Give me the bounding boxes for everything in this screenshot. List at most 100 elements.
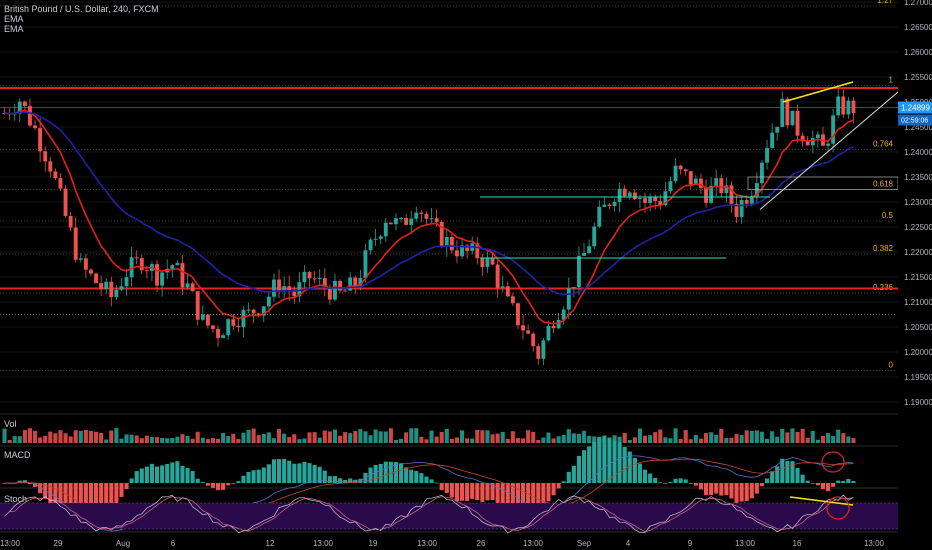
volume-bar: [704, 433, 709, 443]
candle-body: [373, 238, 378, 240]
volume-bar: [144, 435, 149, 443]
time-axis[interactable]: 13:00 29 Aug 6 12 13:00 19 13:00 26 13:00 Sep 4 9 13:…: [0, 539, 885, 548]
candle-body: [536, 346, 541, 359]
price-axis[interactable]: 1.270001.265001.260001.255001.250001.245…: [898, 0, 932, 550]
volume-bar: [307, 432, 312, 443]
stoch-highlight-circle: [826, 496, 850, 520]
macd-histogram-bar: [775, 466, 780, 483]
macd-histogram-bar: [495, 483, 500, 504]
macd-histogram-bar: [515, 483, 520, 512]
volume-bar: [302, 438, 307, 443]
macd-histogram-bar: [68, 483, 73, 519]
candle-body: [709, 185, 714, 203]
ema-indicator-2[interactable]: EMA: [4, 24, 24, 34]
volume-bar: [409, 428, 414, 443]
x-tick-label: 12: [266, 539, 275, 548]
macd-histogram-bar: [465, 483, 470, 501]
macd-histogram-bar: [531, 483, 536, 514]
candle-body: [704, 187, 708, 203]
candle-body: [185, 283, 190, 288]
candle-body: [322, 278, 327, 289]
volume-bar: [454, 437, 459, 443]
volume-bar: [683, 430, 688, 443]
volume-bar: [582, 430, 587, 443]
volume-bar: [22, 430, 27, 443]
macd-histogram-bar: [449, 483, 454, 498]
candle-body: [17, 101, 22, 114]
macd-histogram-bar: [754, 483, 759, 494]
candle-body: [658, 201, 663, 206]
macd-histogram-bar: [815, 483, 820, 486]
candle-body: [480, 258, 485, 268]
candle-body: [444, 236, 449, 247]
candle-body: [592, 226, 597, 247]
macd-histogram-bar: [332, 476, 337, 483]
volume-bar: [805, 437, 810, 443]
macd-histogram-bar: [490, 483, 495, 501]
volume-bar: [643, 435, 648, 443]
volume-bar: [216, 438, 221, 443]
x-tick-label: Aug: [116, 539, 130, 548]
volume-bar: [348, 433, 353, 443]
candle-body: [277, 279, 281, 291]
volume-bar: [205, 439, 210, 443]
macd-histogram-bar: [602, 435, 607, 483]
fib-label: 0.382: [873, 244, 894, 253]
x-tick-label: 9: [688, 539, 693, 548]
macd-histogram-bar: [622, 446, 627, 483]
current-price-text: 1.24899: [901, 104, 930, 113]
symbol-title[interactable]: British Pound / U.S. Dollar, 240, FXCM: [4, 4, 159, 14]
candle-body: [68, 215, 73, 228]
macd-histogram-bar: [643, 469, 648, 483]
macd-histogram-bar: [409, 469, 414, 483]
macd-histogram-bar: [200, 482, 205, 483]
volume-bar: [414, 428, 419, 443]
macd-histogram-bar: [521, 483, 526, 514]
volume-bar: [765, 438, 770, 443]
stoch-k-line: [4, 494, 854, 534]
stoch-label[interactable]: Stoch: [4, 494, 28, 504]
candle-body: [216, 328, 220, 339]
candle-body: [226, 319, 231, 336]
candle-body: [94, 273, 98, 284]
price-axis-bg: [898, 0, 932, 550]
y-tick-label: 1.22500: [904, 223, 932, 232]
candle-body: [114, 289, 119, 298]
candle-body: [673, 165, 678, 182]
ema-indicator-1[interactable]: EMA: [4, 14, 24, 24]
y-tick-label: 1.21500: [904, 273, 932, 282]
macd-histogram-bar: [841, 480, 846, 483]
macd-histogram-bar: [790, 461, 795, 483]
candle-body: [632, 192, 637, 200]
volume-label[interactable]: Vol: [4, 419, 17, 429]
macd-histogram-bar: [780, 458, 785, 483]
volume-bar: [470, 438, 475, 443]
candle-body: [668, 181, 673, 192]
macd-histogram-bar: [612, 440, 617, 483]
candle-body: [302, 271, 307, 283]
x-tick-label: 13:00: [313, 539, 334, 548]
candle-body: [424, 213, 429, 219]
volume-bar: [221, 432, 226, 443]
candle-body: [475, 243, 480, 259]
macd-histogram-bar: [221, 483, 226, 490]
volume-bar: [165, 438, 170, 443]
candle-body: [841, 96, 846, 115]
candle-body: [317, 278, 322, 280]
candle-body: [495, 264, 500, 288]
volume-bar: [800, 428, 805, 443]
volume-bar: [149, 436, 154, 443]
current-price-badge: [898, 101, 932, 114]
macd-label[interactable]: MACD: [4, 450, 31, 460]
volume-bar: [63, 433, 68, 443]
candle-body: [734, 203, 739, 217]
price-badges: 1.24899 02:59:06: [898, 101, 932, 126]
x-tick-label: 29: [54, 539, 63, 548]
x-tick-label: 13:00: [0, 539, 21, 548]
macd-histogram-bar: [627, 451, 632, 483]
grid: [0, 1, 898, 403]
ema-fast-line: [4, 109, 854, 325]
volume-bar: [38, 437, 43, 443]
candle-body: [358, 278, 363, 287]
